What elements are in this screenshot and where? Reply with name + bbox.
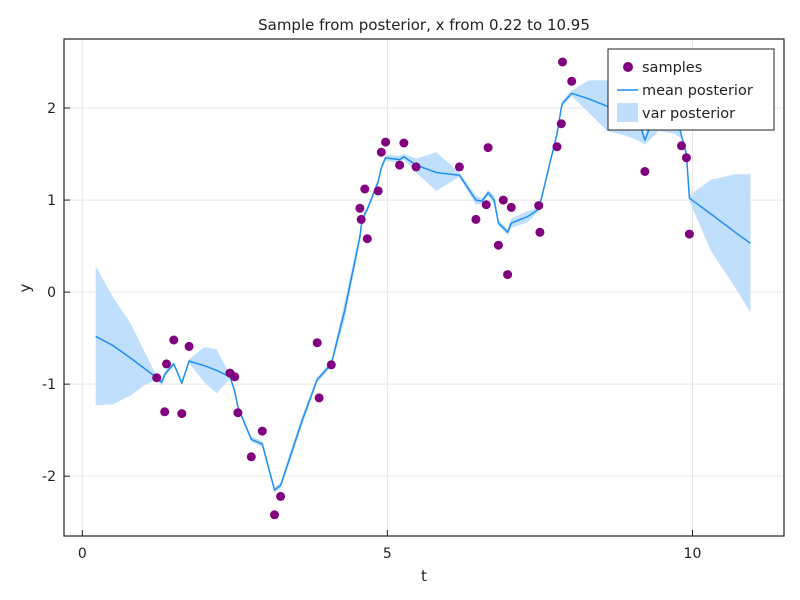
plot-frame bbox=[63, 38, 785, 537]
legend-var-patch bbox=[617, 103, 638, 122]
sample-point bbox=[558, 57, 567, 67]
y-tick-label: -1 bbox=[42, 377, 56, 393]
sample-point bbox=[483, 143, 493, 153]
chart-title: Sample from posterior, x from 0.22 to 10… bbox=[258, 16, 590, 34]
sample-point bbox=[184, 341, 194, 351]
sample-point bbox=[257, 426, 267, 436]
x-tick-label: 5 bbox=[383, 546, 392, 562]
legend-mean-label: mean posterior bbox=[642, 83, 753, 99]
sample-point bbox=[230, 372, 240, 382]
sample-point bbox=[233, 408, 243, 418]
sample-point bbox=[567, 76, 577, 86]
y-axis-ticks: -2 -1 0 1 2 bbox=[42, 101, 70, 485]
sample-point bbox=[395, 160, 405, 170]
x-tick-label: 10 bbox=[684, 546, 702, 562]
sample-point bbox=[535, 227, 545, 237]
sample-point bbox=[162, 359, 171, 369]
x-axis-ticks: 0 5 10 bbox=[78, 530, 702, 562]
y-tick-label: 0 bbox=[47, 285, 56, 301]
sample-point bbox=[481, 200, 491, 210]
sample-point bbox=[534, 201, 544, 211]
sample-point bbox=[276, 491, 286, 501]
sample-point bbox=[362, 234, 372, 244]
sample-point bbox=[356, 214, 366, 224]
var-posterior-band bbox=[95, 75, 751, 493]
mean-posterior-line bbox=[95, 92, 751, 491]
legend-samples-marker bbox=[623, 62, 633, 72]
sample-point bbox=[471, 214, 481, 224]
sample-point bbox=[355, 203, 365, 213]
sample-point bbox=[506, 202, 516, 212]
legend: samples mean posterior var posterior bbox=[607, 48, 775, 131]
sample-point bbox=[326, 360, 336, 370]
sample-point bbox=[684, 229, 694, 239]
sample-point bbox=[373, 186, 383, 196]
sample-point bbox=[411, 162, 421, 172]
sample-point bbox=[152, 373, 162, 383]
y-axis-label: y bbox=[16, 283, 34, 292]
sample-point bbox=[169, 335, 179, 345]
sample-point bbox=[552, 142, 562, 152]
mean-posterior-line-group bbox=[95, 92, 751, 491]
samples-points bbox=[152, 57, 694, 520]
sample-point bbox=[312, 338, 322, 348]
x-axis-label: t bbox=[421, 567, 427, 585]
sample-point bbox=[360, 184, 370, 194]
sample-point bbox=[640, 167, 650, 176]
y-tick-label: -2 bbox=[42, 469, 56, 485]
y-tick-label: 1 bbox=[47, 193, 56, 209]
sample-point bbox=[399, 138, 409, 148]
x-tick-label: 0 bbox=[78, 546, 87, 562]
y-tick-label: 2 bbox=[47, 101, 56, 117]
var-posterior-area bbox=[95, 75, 751, 493]
sample-point bbox=[677, 141, 686, 151]
sample-point bbox=[177, 409, 187, 419]
sample-point bbox=[376, 147, 386, 157]
sample-point bbox=[498, 195, 508, 205]
sample-point bbox=[493, 240, 503, 250]
sample-point bbox=[681, 153, 691, 163]
sample-point bbox=[381, 137, 391, 147]
sample-point bbox=[556, 119, 566, 129]
sample-point bbox=[160, 407, 170, 417]
sample-point bbox=[314, 393, 324, 403]
sample-point bbox=[503, 270, 513, 280]
legend-var-label: var posterior bbox=[642, 106, 735, 122]
sample-point bbox=[246, 452, 256, 462]
legend-samples-label: samples bbox=[642, 60, 702, 76]
sample-point bbox=[454, 162, 464, 172]
sample-point bbox=[270, 510, 279, 520]
